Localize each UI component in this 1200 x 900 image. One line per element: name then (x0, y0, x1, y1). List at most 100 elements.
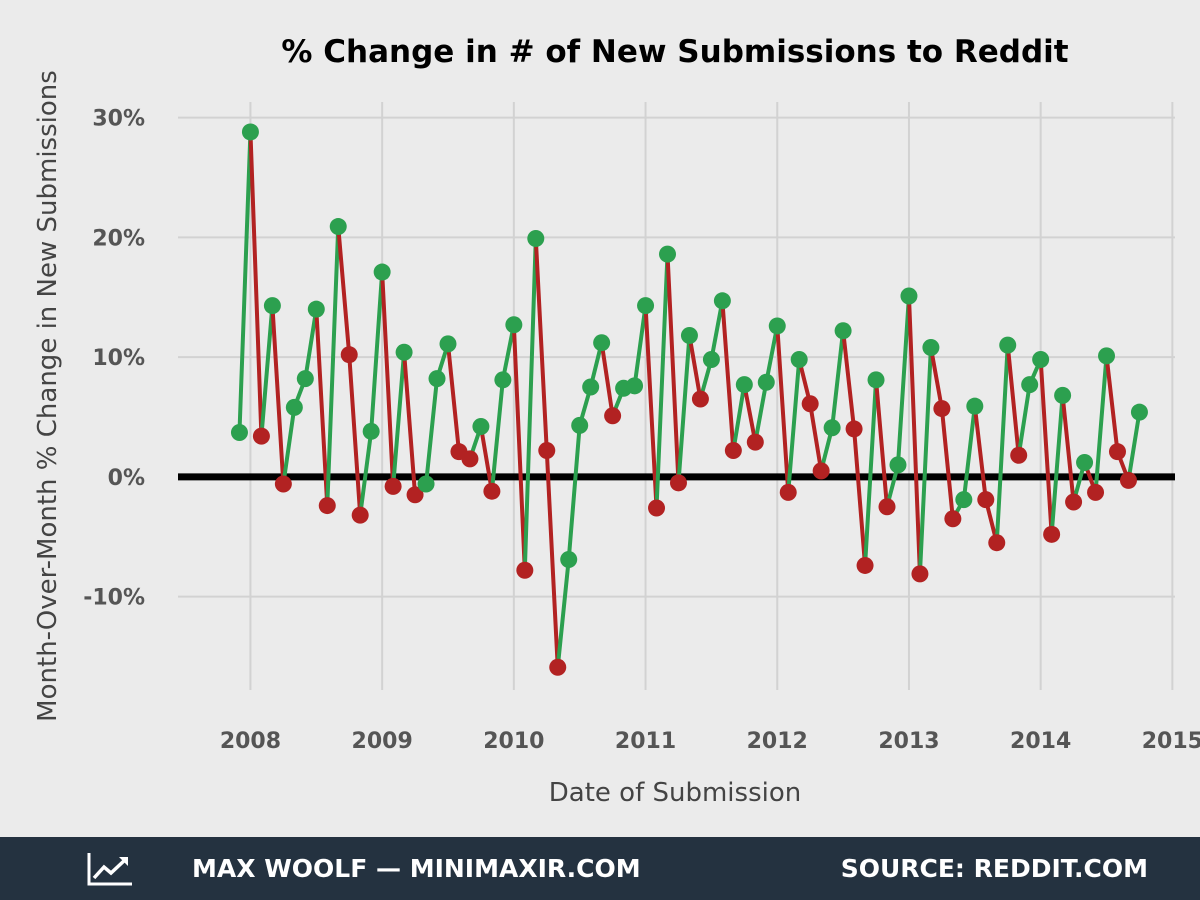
data-point (604, 407, 622, 425)
line-segment (1016, 382, 1032, 458)
line-segment (753, 380, 769, 445)
data-point (571, 416, 589, 434)
line-segment (874, 377, 890, 509)
line-segment (643, 303, 659, 510)
line-segment (566, 423, 582, 562)
line-segment (314, 307, 330, 508)
x-axis-ticks: 2008 2009 2010 2011 2012 2013 2014 2015 (220, 729, 1200, 754)
data-point (933, 400, 951, 418)
data-point (230, 424, 248, 442)
data-point (472, 418, 490, 436)
data-point (735, 376, 753, 394)
line-segment (852, 426, 868, 568)
line-segment (303, 307, 319, 381)
data-point (1021, 376, 1039, 394)
footer-bar: MAX WOOLF — MINIMAXIR.COM SOURCE: REDDIT… (0, 837, 1200, 900)
line-segment (380, 270, 396, 489)
data-point (768, 317, 786, 335)
data-point (637, 297, 655, 315)
line-segment (654, 252, 670, 510)
line-segment (687, 333, 703, 401)
line-segment (632, 303, 648, 388)
line-segment (720, 298, 736, 453)
data-point (922, 338, 940, 356)
y-tick-label: -10% (83, 586, 145, 611)
line-segment (830, 328, 846, 430)
data-point (790, 350, 808, 368)
line-segment (237, 129, 253, 435)
line-segment (445, 341, 461, 454)
y-tick-label: 0% (108, 466, 145, 491)
line-segment (424, 376, 440, 487)
line-segment (511, 322, 527, 573)
data-point (801, 395, 819, 413)
x-axis-title: Date of Submission (549, 778, 801, 808)
line-segment (863, 377, 879, 568)
data-point (1065, 493, 1083, 511)
x-tick-label: 2015 (1142, 729, 1200, 754)
data-point (1087, 483, 1105, 501)
line-segment (764, 323, 780, 385)
line-segment (665, 252, 681, 485)
line-segment (248, 129, 264, 439)
line-segment (709, 298, 725, 362)
line-segment (391, 350, 407, 489)
data-point (911, 565, 929, 583)
line-segment (270, 303, 286, 487)
y-tick-label: 30% (92, 107, 145, 132)
x-tick-label: 2008 (220, 729, 281, 754)
line-segment (1005, 343, 1021, 458)
line-segments (237, 129, 1142, 670)
data-point (724, 441, 742, 459)
line-segment (336, 224, 352, 357)
data-point (318, 497, 336, 515)
line-segment (895, 294, 911, 467)
x-tick-label: 2009 (352, 729, 413, 754)
data-point (329, 218, 347, 236)
line-segment (533, 236, 549, 453)
line-segment (939, 406, 955, 521)
y-tick-label: 10% (92, 346, 145, 371)
line-segment (676, 333, 692, 485)
data-point (1032, 350, 1050, 368)
x-tick-label: 2010 (483, 729, 544, 754)
line-segment (325, 224, 341, 508)
data-point (977, 491, 995, 509)
line-segment (961, 404, 977, 502)
x-tick-label: 2012 (747, 729, 808, 754)
data-point (1076, 453, 1094, 471)
line-segment (808, 401, 824, 473)
line-segment (281, 405, 297, 487)
line-segment (1093, 353, 1109, 495)
line-segment (731, 382, 747, 453)
chart-title: % Change in # of New Submissions to Redd… (281, 34, 1068, 70)
data-point (593, 334, 611, 352)
data-point (713, 292, 731, 310)
x-tick-label: 2013 (878, 729, 939, 754)
line-segment (478, 424, 494, 494)
line-segment (972, 404, 988, 502)
line-segment (259, 303, 275, 439)
data-point (966, 397, 984, 415)
data-point (483, 482, 501, 500)
data-point (516, 561, 534, 579)
data-point (648, 499, 666, 517)
data-point (582, 378, 600, 396)
data-point (439, 335, 457, 353)
data-point (373, 263, 391, 281)
line-segment (544, 448, 560, 670)
data-point (878, 498, 896, 516)
data-point (505, 316, 523, 334)
data-point (746, 433, 764, 451)
data-point (362, 422, 380, 440)
data-point (680, 327, 698, 345)
line-segment (500, 322, 516, 382)
data-point (1119, 471, 1137, 489)
line-segment (786, 357, 802, 495)
data-point (538, 441, 556, 459)
data-point (779, 483, 797, 501)
line-segment (1060, 393, 1076, 504)
data-point (494, 371, 512, 389)
line-segment (522, 236, 538, 573)
y-axis-ticks: -10% 0% 10% 20% 30% (83, 107, 145, 611)
